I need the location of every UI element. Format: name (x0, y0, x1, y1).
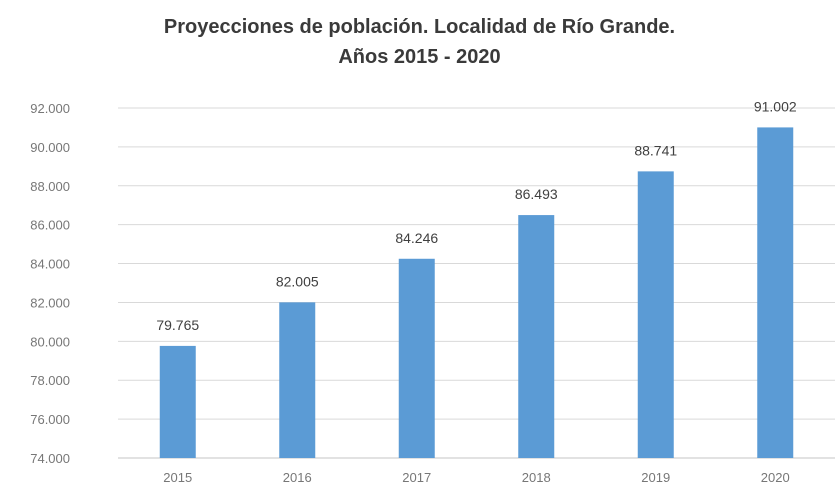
chart-title: Proyecciones de población. Localidad de … (163, 16, 676, 38)
data-label-2015: 79.765 (156, 317, 199, 333)
x-tick-label-2015: 2015 (163, 470, 192, 485)
y-tick-label: 82.000 (30, 295, 70, 310)
bar-2017 (398, 258, 435, 458)
data-label-2017: 84.246 (395, 230, 438, 246)
data-label-2016: 82.005 (276, 273, 319, 289)
y-tick-label: 84.000 (30, 257, 70, 272)
y-tick-label: 76.000 (30, 412, 70, 427)
bar-2020 (757, 127, 794, 459)
bar-2016 (279, 302, 316, 458)
y-tick-label: 88.000 (30, 179, 70, 194)
y-tick-label: 74.000 (30, 451, 70, 466)
data-label-2018: 86.493 (515, 186, 558, 202)
y-tick-label: 78.000 (30, 373, 70, 388)
x-tick-label-2020: 2020 (761, 470, 790, 485)
data-label-2019: 88.741 (634, 142, 677, 158)
bar-2015 (159, 345, 196, 458)
y-tick-label: 92.000 (30, 101, 70, 116)
x-tick-label-2018: 2018 (522, 470, 551, 485)
y-tick-label: 90.000 (30, 140, 70, 155)
chart-subtitle: Años 2015 - 2020 (338, 46, 501, 68)
data-label-2020: 91.002 (754, 98, 797, 114)
x-tick-label-2017: 2017 (402, 470, 431, 485)
bar-2018 (518, 215, 555, 458)
y-tick-label: 80.000 (30, 334, 70, 349)
y-tick-label: 86.000 (30, 218, 70, 233)
x-tick-label-2019: 2019 (641, 470, 670, 485)
bar-2019 (637, 171, 674, 458)
x-tick-label-2016: 2016 (283, 470, 312, 485)
chart-title-block: Proyecciones de población. Localidad de … (0, 12, 839, 72)
